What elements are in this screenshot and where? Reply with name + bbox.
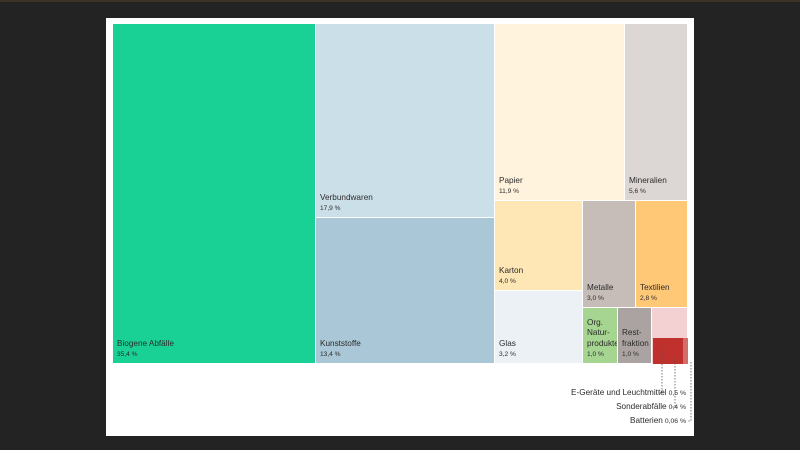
callout-value: 0,4 %: [668, 404, 686, 411]
tile-value: 13,4 %: [320, 350, 341, 358]
treemap-tile-biogene-abfälle: Biogene Abfälle 35,4 %: [113, 24, 316, 364]
tile-label: Rest-fraktion 1,0 %: [622, 328, 649, 359]
tile-label: Metalle 3,0 %: [587, 283, 613, 303]
tile-name: Textilien: [640, 282, 670, 292]
tile-value: 17,9 %: [320, 204, 341, 212]
treemap-tile-mineralien: Mineralien 5,6 %: [625, 24, 688, 201]
chart-card: Biogene Abfälle 35,4 % Verbundwaren 17,9 % K…: [106, 18, 694, 436]
callout-sonderabfälle: Sonderabfälle 0,4 %: [616, 402, 686, 411]
tile-label: Mineralien 5,6 %: [629, 176, 667, 196]
tile-name: Org. Natur-produkte: [587, 318, 618, 348]
treemap-tile-batterien: [683, 338, 688, 364]
callout-name: Sonderabfälle: [616, 402, 667, 411]
treemap-tile-kunststoffe: Kunststoffe 13,4 %: [316, 218, 495, 364]
callout-name: Batterien: [630, 416, 663, 425]
tile-value: 11,9 %: [499, 187, 520, 195]
tile-label: Karton 4,0 %: [499, 266, 523, 286]
tile-label: Glas 3,2 %: [499, 339, 516, 359]
tile-value: 35,4 %: [117, 350, 138, 358]
tile-name: Kunststoffe: [320, 338, 361, 348]
treemap-tile-karton: Karton 4,0 %: [495, 201, 583, 291]
tile-value: 1,0 %: [622, 350, 639, 358]
treemap-tile-textilien: Textilien 2,8 %: [636, 201, 688, 308]
treemap-tile-org-natur-produkte: Org. Natur-produkte 1,0 %: [583, 308, 618, 364]
treemap: Biogene Abfälle 35,4 % Verbundwaren 17,9 % K…: [113, 24, 692, 422]
callout-e-geräte-und-leuchtmittel: E-Geräte und Leuchtmittel 0,5 %: [571, 388, 686, 397]
tile-name: Glas: [499, 338, 516, 348]
top-border: [0, 0, 800, 2]
tile-label: Biogene Abfälle 35,4 %: [117, 339, 174, 359]
tile-name: Mineralien: [629, 175, 667, 185]
tile-label: Textilien 2,8 %: [640, 283, 670, 303]
tile-value: 1,0 %: [587, 350, 604, 358]
tile-value: 4,0 %: [499, 277, 516, 285]
treemap-tile-sonderabfälle: [653, 338, 683, 364]
tile-value: 5,6 %: [629, 187, 646, 195]
callout-leader-lines: [659, 346, 692, 422]
callout-value: 0,06 %: [664, 418, 686, 425]
tile-label: Org. Natur-produkte 1,0 %: [587, 318, 618, 359]
treemap-tile-papier: Papier 11,9 %: [495, 24, 625, 201]
treemap-tile-glas: Glas 3,2 %: [495, 291, 583, 364]
callout-batterien: Batterien 0,06 %: [630, 416, 686, 425]
tile-name: Verbundwaren: [320, 192, 373, 202]
tile-label: Verbundwaren 17,9 %: [320, 193, 373, 213]
treemap-tile-verbundwaren: Verbundwaren 17,9 %: [316, 24, 495, 218]
tile-value: 3,0 %: [587, 294, 604, 302]
tile-label: Kunststoffe 13,4 %: [320, 339, 361, 359]
tile-name: Papier: [499, 175, 523, 185]
tile-name: Biogene Abfälle: [117, 338, 174, 348]
tile-value: 3,2 %: [499, 350, 516, 358]
callout-value: 0,5 %: [668, 390, 686, 397]
treemap-tile-metalle: Metalle 3,0 %: [583, 201, 636, 308]
leader-line-e-geräte-und-leuchtmittel: [659, 346, 663, 394]
tile-name: Rest-fraktion: [622, 328, 649, 348]
callout-name: E-Geräte und Leuchtmittel: [571, 388, 667, 397]
leader-line-batterien: [688, 362, 692, 422]
leader-line-sonderabfälle: [672, 357, 676, 408]
tile-name: Metalle: [587, 282, 614, 292]
treemap-tile-rest-fraktion: Rest-fraktion 1,0 %: [618, 308, 652, 364]
tile-label: Papier 11,9 %: [499, 176, 523, 196]
tile-value: 2,8 %: [640, 294, 657, 302]
tile-name: Karton: [499, 265, 524, 275]
